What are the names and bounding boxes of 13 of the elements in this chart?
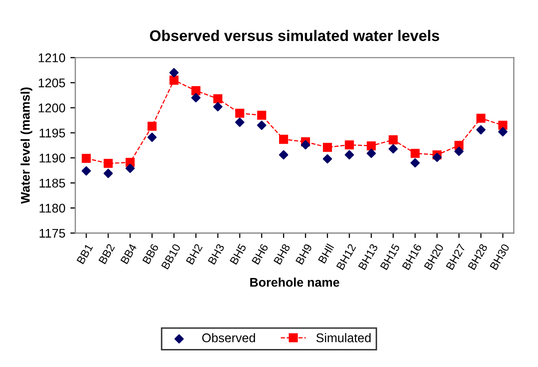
y-tick-label: 1185 bbox=[40, 178, 66, 188]
y-tick-label: 1205 bbox=[38, 78, 66, 88]
chart-title: Observed versus simulated water levels bbox=[150, 30, 440, 42]
y-tick-label: 1210 bbox=[38, 53, 66, 62]
y-tick-label: 1175 bbox=[40, 228, 66, 238]
y-tick-label: 1180 bbox=[40, 204, 66, 213]
legend-label: Observed bbox=[202, 333, 255, 342]
y-tick-label: 1200 bbox=[38, 104, 66, 112]
x-axis-title: Borehole name bbox=[250, 278, 340, 287]
y-tick-label: 1195 bbox=[40, 128, 66, 138]
y-axis-title: Water level (mamsl) bbox=[20, 87, 32, 204]
y-tick-label: 1190 bbox=[40, 154, 66, 163]
legend-label: Simulated bbox=[316, 333, 371, 342]
